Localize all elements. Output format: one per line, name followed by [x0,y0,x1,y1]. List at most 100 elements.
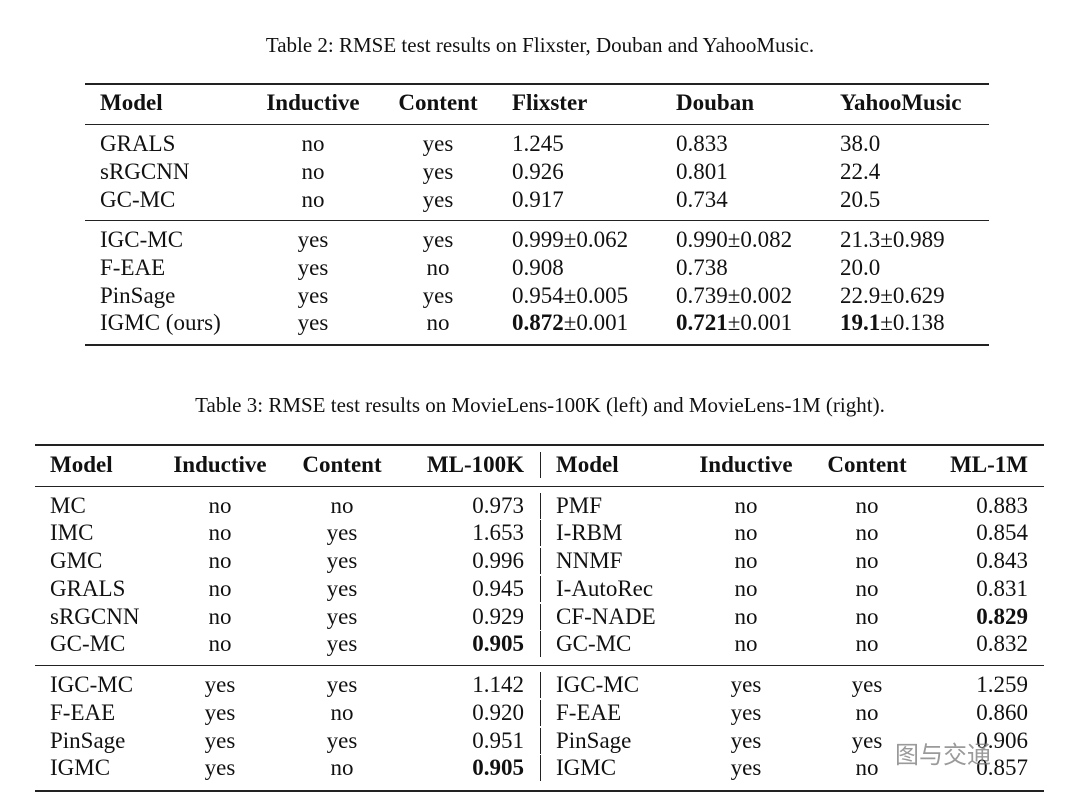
table-cell: sRGCNN [50,604,140,629]
table-cell: no [855,576,879,601]
table-cell: IGMC (ours) [100,310,221,335]
table-cell: IGMC [556,755,617,780]
table-cell: 1.259 [976,672,1028,697]
table-cell: no [208,493,232,518]
column-divider [540,493,541,519]
column-header: Content [398,90,478,115]
table-cell: yes [730,755,762,780]
table-cell: PinSage [50,728,126,753]
best-value: 0.905 [472,631,524,656]
table-cell: GMC [50,548,103,573]
table-cell: GRALS [50,576,126,601]
table-cell: F-EAE [100,255,166,280]
best-value: 0.905 [472,755,524,780]
table-cell: yes [422,159,454,184]
table-cell: no [855,604,879,629]
table-cell: 0.929 [472,604,524,629]
table-cell: 0.843 [976,548,1028,573]
rule [85,83,989,85]
table-cell: GC-MC [556,631,632,656]
table-cell: 0.908 [512,255,564,280]
table-caption: Table 3: RMSE test results on MovieLens-… [195,393,885,417]
rule [35,486,1044,487]
table-cell: 0.801 [676,159,728,184]
table-cell: 0.906 [976,728,1028,753]
table-cell: 0.857 [976,755,1028,780]
table-cell: IGC-MC [50,672,134,697]
table-cell: no [855,755,879,780]
table-cell: MC [50,493,86,518]
best-value: 0.721 [676,310,728,335]
table-cell: 0.738 [676,255,728,280]
table-cell: 0.917 [512,187,564,212]
table-cell: IGC-MC [100,227,184,252]
table-cell: no [330,493,354,518]
table-cell: yes [204,755,236,780]
column-divider [540,755,541,781]
table-cell: NNMF [556,548,623,573]
table-cell: 0.734 [676,187,728,212]
table-cell: yes [422,131,454,156]
table-cell: yes [730,728,762,753]
table-cell: 0.905 [472,755,524,781]
table-cell: 0.920 [472,700,524,725]
column-header: Inductive [266,90,360,115]
table-cell: no [734,576,758,601]
table-cell: no [855,631,879,656]
table-cell: yes [204,700,236,725]
table-cell: no [301,159,325,184]
best-value: 0.872 [512,310,564,335]
table-cell: 1.142 [472,672,524,697]
column-header: ML-1M [950,452,1028,477]
table-cell: no [734,520,758,545]
table-cell: 0.831 [976,576,1028,601]
table-cell: 0.973 [472,493,524,518]
table-cell: no [426,310,450,335]
table-cell: 0.990±0.082 [676,227,793,252]
table-cell: yes [297,283,329,308]
table-cell: yes [297,255,329,280]
table-cell: 0.954±0.005 [512,283,629,308]
table-cell: IGC-MC [556,672,640,697]
table-cell: GC-MC [50,631,126,656]
column-divider [540,548,541,574]
table-cell: yes [326,631,358,656]
std-dev: ±0.001 [563,310,629,335]
table-cell: no [426,255,450,280]
table-cell: yes [730,700,762,725]
table-cell: I-RBM [556,520,623,545]
table-cell: 0.996 [472,548,524,573]
column-divider [540,576,541,602]
rule [85,220,989,221]
table-cell: PinSage [556,728,632,753]
table-cell: GC-MC [100,187,176,212]
column-header: Content [302,452,382,477]
table-cell: yes [326,520,358,545]
table-cell: no [208,548,232,573]
column-divider [540,604,541,630]
table-caption: Table 2: RMSE test results on Flixster, … [265,33,815,57]
rule [85,344,989,346]
table-cell: yes [326,672,358,697]
table-cell: 22.4 [840,159,881,184]
column-divider [540,672,541,698]
table-cell: 0.832 [976,631,1028,656]
std-dev: ±0.001 [727,310,793,335]
column-divider [540,631,541,657]
table-cell: CF-NADE [556,604,656,629]
column-divider [540,452,541,478]
table-cell: GRALS [100,131,176,156]
column-header: Flixster [512,90,588,115]
table-cell: yes [730,672,762,697]
table-cell: 20.5 [840,187,881,212]
watermark: 图与交通 [895,741,991,769]
column-header: Content [827,452,907,477]
table-cell: 1.653 [472,520,524,545]
best-value: 0.829 [976,604,1028,629]
table-cell: no [301,187,325,212]
rule [35,790,1044,792]
table-cell: yes [326,576,358,601]
table-cell: 0.872±0.001 [512,310,628,336]
table-cell: yes [204,672,236,697]
